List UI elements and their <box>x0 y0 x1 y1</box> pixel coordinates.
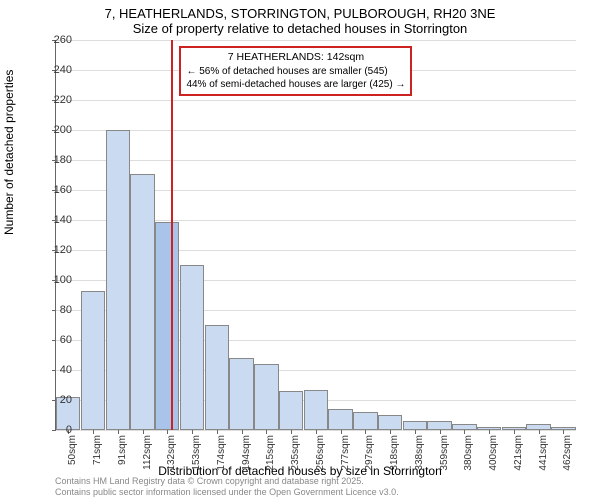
y-tick-label: 200 <box>42 124 72 136</box>
histogram-bar <box>403 421 427 430</box>
y-tick-label: 180 <box>42 154 72 166</box>
y-axis-label: Number of detached properties <box>2 70 16 235</box>
callout-box: 7 HEATHERLANDS: 142sqm← 56% of detached … <box>179 46 412 96</box>
plot-area: 7 HEATHERLANDS: 142sqm← 56% of detached … <box>55 40 576 431</box>
x-tick-label: 174sqm <box>216 435 227 485</box>
x-tick-mark <box>514 430 515 434</box>
x-tick-label: 338sqm <box>414 435 425 485</box>
x-tick-mark <box>242 430 243 434</box>
y-tick-label: 220 <box>42 94 72 106</box>
x-tick-mark <box>118 430 119 434</box>
x-tick-label: 318sqm <box>389 435 400 485</box>
x-tick-label: 153sqm <box>191 435 202 485</box>
x-tick-mark <box>539 430 540 434</box>
x-tick-mark <box>341 430 342 434</box>
y-tick-label: 140 <box>42 214 72 226</box>
x-tick-mark <box>266 430 267 434</box>
title-main: 7, HEATHERLANDS, STORRINGTON, PULBOROUGH… <box>0 0 600 21</box>
histogram-bar <box>328 409 352 430</box>
y-tick-label: 60 <box>42 334 72 346</box>
x-tick-mark <box>464 430 465 434</box>
y-tick-label: 240 <box>42 64 72 76</box>
y-tick-label: 160 <box>42 184 72 196</box>
x-tick-label: 380sqm <box>463 435 474 485</box>
histogram-bar <box>155 222 179 431</box>
x-tick-mark <box>440 430 441 434</box>
y-tick-label: 120 <box>42 244 72 256</box>
histogram-bar <box>427 421 451 430</box>
reference-line <box>171 40 173 430</box>
callout-line-2: 44% of semi-detached houses are larger (… <box>186 78 405 91</box>
x-tick-label: 400sqm <box>488 435 499 485</box>
histogram-bar <box>205 325 229 430</box>
x-tick-mark <box>390 430 391 434</box>
callout-line-1: ← 56% of detached houses are smaller (54… <box>186 65 405 78</box>
x-tick-label: 421sqm <box>513 435 524 485</box>
histogram-bar <box>353 412 377 430</box>
y-tick-label: 260 <box>42 34 72 46</box>
x-tick-mark <box>167 430 168 434</box>
histogram-bar <box>378 415 402 430</box>
y-tick-label: 80 <box>42 304 72 316</box>
x-tick-mark <box>365 430 366 434</box>
x-tick-label: 462sqm <box>562 435 573 485</box>
x-tick-mark <box>316 430 317 434</box>
x-tick-label: 297sqm <box>364 435 375 485</box>
histogram-bar <box>229 358 253 430</box>
x-tick-mark <box>217 430 218 434</box>
x-tick-label: 359sqm <box>439 435 450 485</box>
y-tick-label: 100 <box>42 274 72 286</box>
footer-line-2: Contains public sector information licen… <box>55 487 399 498</box>
x-tick-label: 50sqm <box>67 435 78 485</box>
x-tick-label: 194sqm <box>241 435 252 485</box>
histogram-bar <box>81 291 105 431</box>
x-tick-label: 91sqm <box>117 435 128 485</box>
grid-line <box>56 100 576 101</box>
x-tick-mark <box>291 430 292 434</box>
histogram-bar <box>304 390 328 431</box>
x-tick-mark <box>192 430 193 434</box>
x-tick-mark <box>489 430 490 434</box>
grid-line <box>56 130 576 131</box>
x-tick-mark <box>415 430 416 434</box>
y-tick-label: 40 <box>42 364 72 376</box>
histogram-bar <box>254 364 278 430</box>
x-tick-label: 132sqm <box>166 435 177 485</box>
y-tick-label: 20 <box>42 394 72 406</box>
x-tick-label: 215sqm <box>265 435 276 485</box>
x-tick-label: 277sqm <box>340 435 351 485</box>
callout-title: 7 HEATHERLANDS: 142sqm <box>186 51 405 65</box>
grid-line <box>56 160 576 161</box>
histogram-bar <box>130 174 154 431</box>
histogram-bar <box>106 130 130 430</box>
histogram-bar <box>279 391 303 430</box>
x-tick-label: 441sqm <box>538 435 549 485</box>
x-tick-mark <box>563 430 564 434</box>
x-tick-mark <box>143 430 144 434</box>
x-tick-label: 235sqm <box>290 435 301 485</box>
x-tick-mark <box>93 430 94 434</box>
title-sub: Size of property relative to detached ho… <box>0 21 600 36</box>
x-tick-label: 71sqm <box>92 435 103 485</box>
chart-container: 7, HEATHERLANDS, STORRINGTON, PULBOROUGH… <box>0 0 600 500</box>
x-tick-label: 112sqm <box>142 435 153 485</box>
grid-line <box>56 40 576 41</box>
x-tick-label: 256sqm <box>315 435 326 485</box>
histogram-bar <box>180 265 204 430</box>
